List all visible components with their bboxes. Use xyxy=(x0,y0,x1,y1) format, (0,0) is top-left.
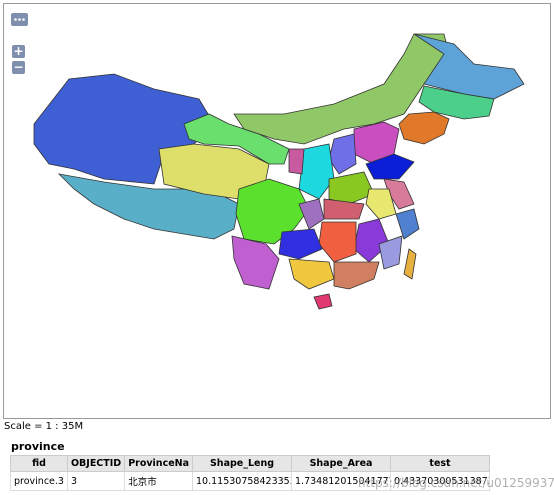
province[interactable] xyxy=(418,85,495,120)
province[interactable] xyxy=(378,235,403,270)
table-body: province.3 3 北京市 10.115307584233538 1.734812… xyxy=(10,471,491,491)
province[interactable] xyxy=(403,248,417,280)
column-header: Shape_Leng xyxy=(192,455,293,472)
table-row[interactable]: province.3 3 北京市 10.115307584233538 1.734812… xyxy=(10,471,491,491)
table-cell: province.3 xyxy=(10,471,68,491)
header-row: fid OBJECTID ProvinceNa Shape_Leng Shape_Are… xyxy=(10,455,491,472)
table-cell: 北京市 xyxy=(124,471,194,491)
province[interactable] xyxy=(398,111,450,145)
province[interactable] xyxy=(365,153,415,180)
province[interactable] xyxy=(328,171,375,205)
column-header: OBJECTID xyxy=(66,455,126,472)
watermark: https://blog.csdn.net/u012599377 xyxy=(358,476,554,490)
menu-button[interactable] xyxy=(11,13,28,26)
table-cell: 3 xyxy=(66,471,126,491)
province[interactable] xyxy=(395,208,420,240)
province[interactable] xyxy=(365,188,397,220)
province[interactable] xyxy=(288,258,335,290)
province[interactable] xyxy=(333,261,380,290)
province[interactable] xyxy=(278,228,323,260)
province[interactable] xyxy=(298,198,325,230)
layer-title: province xyxy=(11,440,65,453)
column-header: fid xyxy=(10,455,68,472)
province[interactable] xyxy=(313,293,333,310)
province[interactable] xyxy=(328,133,357,175)
column-header: test xyxy=(390,455,491,472)
map: + − xyxy=(3,3,551,419)
scale-label: Scale = 1 : 35M xyxy=(4,421,84,432)
table-cell: 10.115307584233538 xyxy=(192,471,293,491)
column-header: Shape_Area xyxy=(291,455,392,472)
province[interactable] xyxy=(318,221,357,263)
column-header: ProvinceNa xyxy=(124,455,194,472)
attribute-table: fid OBJECTID ProvinceNa Shape_Leng Shape_Are… xyxy=(10,455,491,491)
province[interactable] xyxy=(235,178,310,245)
zoom-in[interactable]: + xyxy=(12,44,25,58)
menu-icon xyxy=(14,18,25,21)
province[interactable] xyxy=(323,198,365,220)
zoom-out[interactable]: − xyxy=(12,60,25,74)
province[interactable] xyxy=(298,143,335,200)
table-cell: 0.433703005313873 xyxy=(390,471,491,491)
province[interactable] xyxy=(183,113,290,165)
table-cell: 1.734812015041777 xyxy=(291,471,392,491)
province[interactable] xyxy=(231,235,280,290)
map-canvas xyxy=(33,33,525,310)
province[interactable] xyxy=(288,148,305,175)
